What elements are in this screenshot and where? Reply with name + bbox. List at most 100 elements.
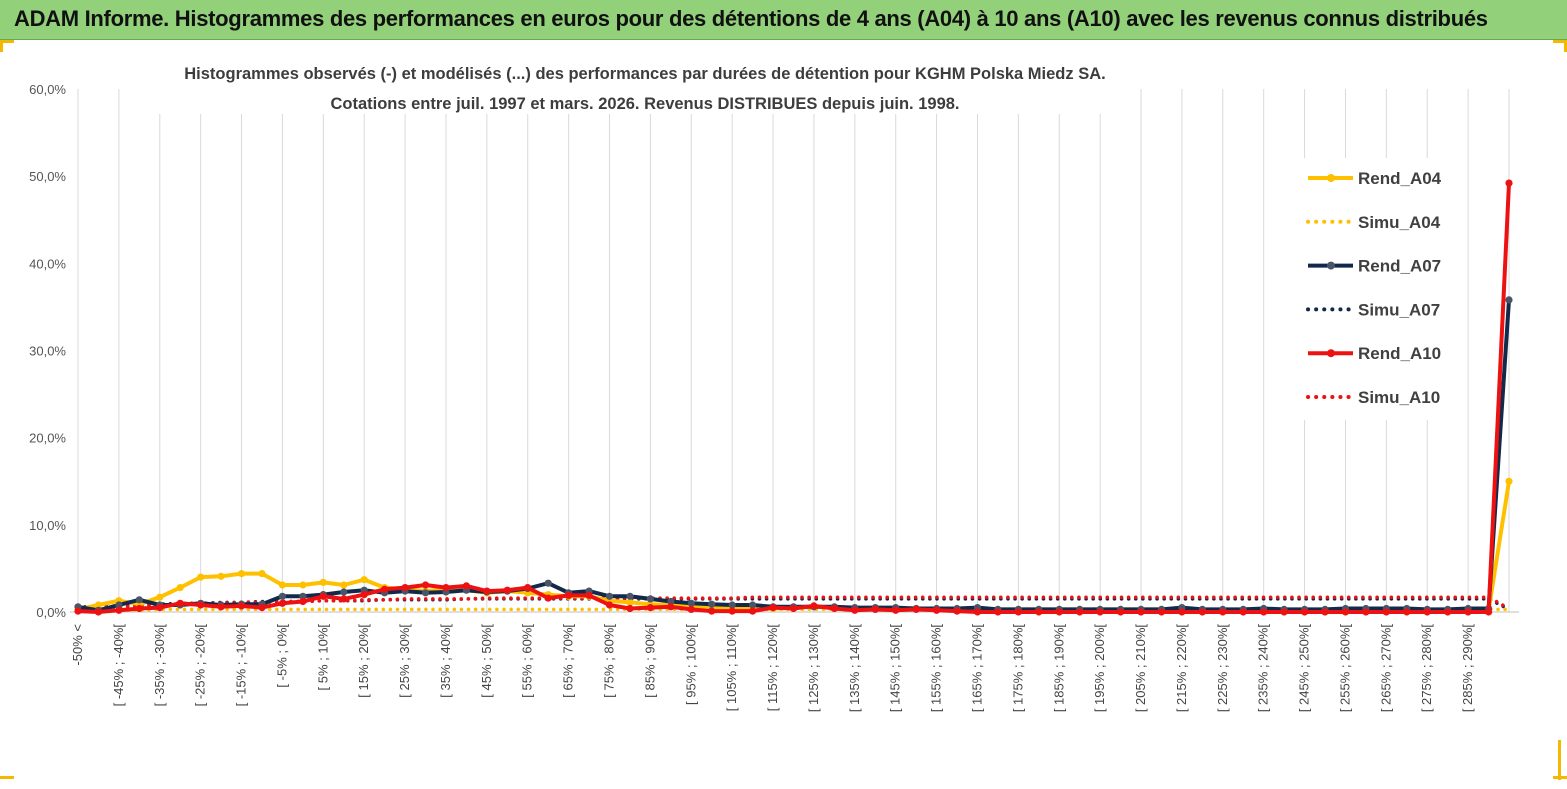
data-point	[176, 584, 184, 592]
data-point	[176, 599, 184, 607]
x-tick-label: [ 205% ; 210%[	[1133, 624, 1148, 713]
data-point	[1301, 608, 1309, 616]
series-Rend_A04	[74, 477, 1513, 614]
data-point	[830, 604, 839, 613]
data-point	[687, 605, 695, 614]
y-tick-label: 10,0%	[29, 518, 66, 533]
data-point	[1403, 608, 1411, 616]
data-point	[237, 602, 246, 610]
x-tick-label: [ 245% ; 250%[	[1297, 624, 1312, 713]
data-point	[1178, 608, 1186, 616]
data-point	[871, 605, 879, 614]
x-tick-label: [ -5% ; 0%[	[274, 624, 289, 688]
legend-marker	[1327, 349, 1335, 358]
x-tick-label: -50% <	[70, 624, 85, 666]
x-tick-label: [ 65% ; 70%[	[561, 624, 576, 698]
data-point	[1198, 608, 1206, 616]
data-point	[585, 591, 593, 600]
data-point	[401, 584, 409, 592]
data-point	[1321, 608, 1329, 616]
data-point	[1505, 477, 1513, 485]
data-point	[503, 586, 511, 594]
data-point	[1505, 179, 1513, 187]
data-point	[524, 584, 532, 592]
data-point	[278, 581, 286, 589]
legend-item-Simu_A04: Simu_A04	[1306, 213, 1441, 232]
x-tick-label: [ 185% ; 190%[	[1051, 624, 1066, 713]
x-axis: -50% < [ -45% ; -40%[[ -35% ; -30%[[ -25%…	[70, 624, 1475, 713]
x-tick-label: [ 45% ; 50%[	[479, 624, 494, 698]
x-tick-label: [ 255% ; 260%[	[1337, 624, 1352, 713]
data-point	[749, 601, 757, 609]
data-point	[135, 604, 143, 613]
data-point	[667, 597, 675, 606]
data-point	[626, 598, 634, 607]
x-tick-label: [ 145% ; 150%[	[888, 624, 903, 713]
chart-title-line-2: Cotations entre juil. 1997 et mars. 2026…	[330, 95, 959, 113]
corner-mark-top-right-v	[1564, 40, 1567, 52]
series-line-Rend_A04	[77, 480, 1511, 613]
data-point	[237, 570, 246, 578]
data-point	[319, 578, 327, 587]
data-point	[728, 607, 736, 615]
data-point	[994, 608, 1002, 616]
data-point	[299, 581, 307, 589]
data-point	[1341, 608, 1350, 616]
series-Rend_A10	[74, 179, 1513, 616]
data-point	[135, 596, 143, 604]
page-title: ADAM Informe. Histogrammes des performan…	[14, 6, 1488, 31]
data-point	[94, 608, 102, 616]
legend-marker	[1327, 261, 1335, 270]
corner-mark-top-left	[0, 40, 14, 43]
data-point	[299, 597, 307, 606]
data-point	[340, 595, 348, 603]
data-point	[912, 605, 920, 614]
data-point	[483, 587, 491, 595]
chart-area: 0,0% 10,0% 20,0% 30,0% 40,0% 50,0% 60,0% -50% …	[29, 58, 1519, 713]
data-point	[1423, 608, 1431, 616]
data-point	[565, 591, 573, 600]
data-point	[462, 582, 470, 590]
corner-mark-bottom-left	[0, 776, 14, 779]
data-point	[1485, 608, 1493, 616]
grid-lines	[70, 89, 1519, 613]
x-tick-label: [ 5% ; 10%[	[315, 624, 330, 691]
legend-label: Rend_A04	[1358, 169, 1442, 188]
legend: Rend_A04 Simu_A04 Rend_A07 Simu_A07 Rend_A10…	[1292, 158, 1462, 420]
y-tick-label: 20,0%	[29, 431, 66, 446]
data-point	[340, 581, 348, 589]
series-layer	[74, 179, 1513, 616]
corner-mark-bottom-right-v	[1558, 740, 1561, 780]
data-point	[319, 592, 327, 600]
legend-marker	[1327, 174, 1335, 182]
data-point	[749, 607, 757, 615]
data-point	[115, 601, 123, 609]
data-point	[1014, 608, 1023, 616]
data-point	[605, 601, 614, 609]
data-point	[708, 607, 716, 615]
data-point	[1137, 608, 1145, 616]
data-point	[1157, 608, 1166, 616]
x-tick-label: [ 135% ; 140%[	[847, 624, 862, 713]
legend-item-Simu_A07: Simu_A07	[1306, 300, 1440, 319]
data-point	[687, 599, 695, 607]
data-point	[1035, 608, 1043, 616]
x-tick-label: [ 175% ; 180%[	[1010, 624, 1025, 713]
x-tick-label: [ 15% ; 20%[	[356, 624, 371, 698]
legend-label: Simu_A04	[1358, 213, 1441, 232]
x-tick-label: [ -15% ; -10%[	[234, 624, 249, 707]
data-point	[258, 604, 266, 612]
data-point	[156, 593, 164, 601]
x-tick-label: [ 125% ; 130%[	[806, 624, 821, 713]
legend-item-Simu_A10: Simu_A10	[1306, 388, 1440, 407]
data-point	[1219, 608, 1227, 616]
data-point	[544, 579, 552, 587]
data-point	[1505, 296, 1513, 304]
data-point	[421, 581, 430, 589]
data-point	[605, 592, 614, 600]
chart-title-background	[150, 58, 1140, 114]
data-point	[544, 594, 552, 602]
data-point	[381, 585, 389, 593]
data-point	[708, 600, 716, 608]
data-point	[1280, 608, 1288, 616]
